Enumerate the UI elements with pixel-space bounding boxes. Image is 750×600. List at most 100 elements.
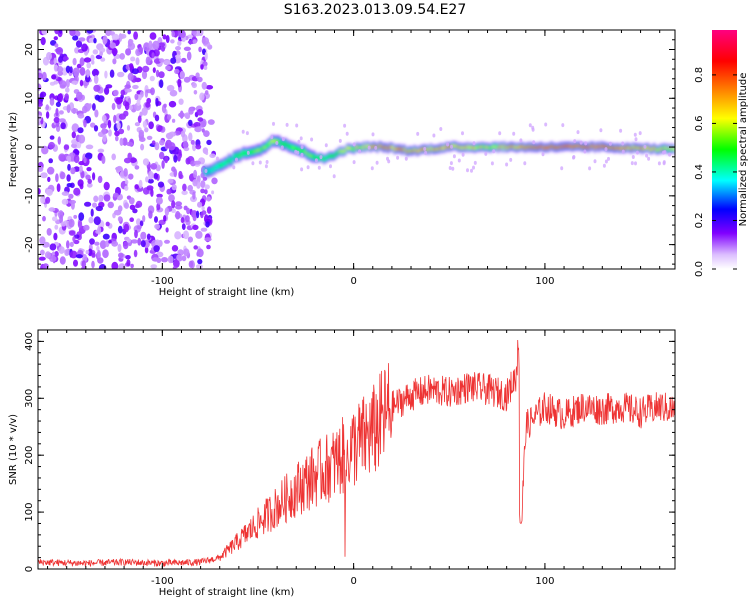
ridge-core [549,145,552,148]
noise-speckle [69,66,73,74]
noise-speckle [92,103,96,111]
noise-speckle [123,168,128,177]
faint-blob [608,141,612,146]
ridge-core [534,146,536,150]
ridge-core [436,147,438,151]
noise-speckle [58,30,63,34]
ridge-core [523,146,526,150]
ridge-core [659,146,662,150]
ridge-core [262,146,264,149]
noise-speckle [71,123,80,133]
ridge-core [220,163,223,167]
noise-speckle [211,177,218,185]
noise-speckle [83,57,92,63]
ridge-core [393,148,396,152]
ridge-core [557,146,559,149]
ridge-core [476,146,478,149]
noise-speckle [93,195,99,203]
ridge-core [532,145,535,149]
ridge-core [661,148,663,151]
ridge-core [237,153,240,156]
ridge-core [471,146,474,149]
noise-speckle [74,47,80,54]
noise-speckle [165,227,169,233]
ridge-core [447,146,449,149]
noise-speckle [142,215,146,223]
noise-speckle [111,241,119,247]
noise-speckle [183,248,190,257]
ridge-core [652,147,654,150]
faint-blob [635,150,639,155]
faint-blob [275,141,279,145]
noise-speckle [114,130,120,137]
ridge-core [630,148,633,151]
noise-speckle [142,158,150,166]
noise-speckle [54,251,59,257]
ridge-core [323,158,325,161]
ridge-core [467,145,469,148]
noise-speckle [127,72,134,81]
faint-blob [599,128,603,133]
ridge-band [203,134,675,178]
colorbar-tick-label: 0.2 [694,213,705,229]
ridge-core [568,145,570,148]
noise-speckle [89,238,95,245]
noise-speckle [97,226,102,235]
noise-speckle [59,258,65,264]
noise-speckle [79,57,85,67]
noise-speckle [169,89,178,97]
ridge-core [346,147,348,150]
noise-speckle [195,264,203,269]
chart-title: S163.2023.013.09.54.E27 [283,2,467,18]
faint-blob [211,190,215,195]
noise-speckle [137,237,142,246]
ridge-core [569,144,572,148]
noise-speckle [172,266,177,269]
noise-speckle [182,230,190,240]
noise-speckle [85,174,91,181]
noise-speckle [180,130,186,138]
noise-speckle [87,178,92,184]
noise-speckle [175,54,181,59]
noise-speckle [134,93,139,101]
noise-speckle [70,201,75,210]
noise-speckle [173,258,180,268]
faint-blob [451,166,455,171]
ridge-core [531,146,533,150]
ridge-core [526,145,529,148]
ridge-core [477,145,480,149]
ridge-core [491,145,494,149]
noise-speckle [102,35,108,45]
ridge-core [350,147,353,150]
faint-blob [452,154,456,159]
noise-speckle [105,30,112,37]
ridge-core [411,150,414,153]
faint-blob [643,144,647,149]
noise-speckle [53,57,58,65]
noise-speckle [175,46,181,51]
noise-speckle [84,201,92,207]
noise-speckle [61,198,69,205]
ridge-core [640,146,642,149]
ridge-core [525,146,527,149]
faint-blob [619,128,623,133]
noise-speckle [137,115,142,124]
ridge-core [603,145,605,148]
noise-speckle [77,220,83,229]
top-y-tick-label: 20 [24,43,35,56]
ridge-core [321,156,324,160]
noise-speckle [86,68,90,78]
noise-speckle [203,130,210,138]
noise-speckle [187,184,193,192]
noise-speckle [49,135,55,140]
faint-blob [424,150,428,155]
noise-speckle [39,236,46,245]
noise-speckle [88,216,94,224]
colorbar-tick-label: 0.0 [694,261,705,277]
ridge-core [595,145,598,149]
ridge-core [229,159,232,163]
noise-speckle [197,117,204,122]
faint-blob [281,137,285,142]
ridge-core [378,144,380,148]
ridge-core [226,160,229,164]
